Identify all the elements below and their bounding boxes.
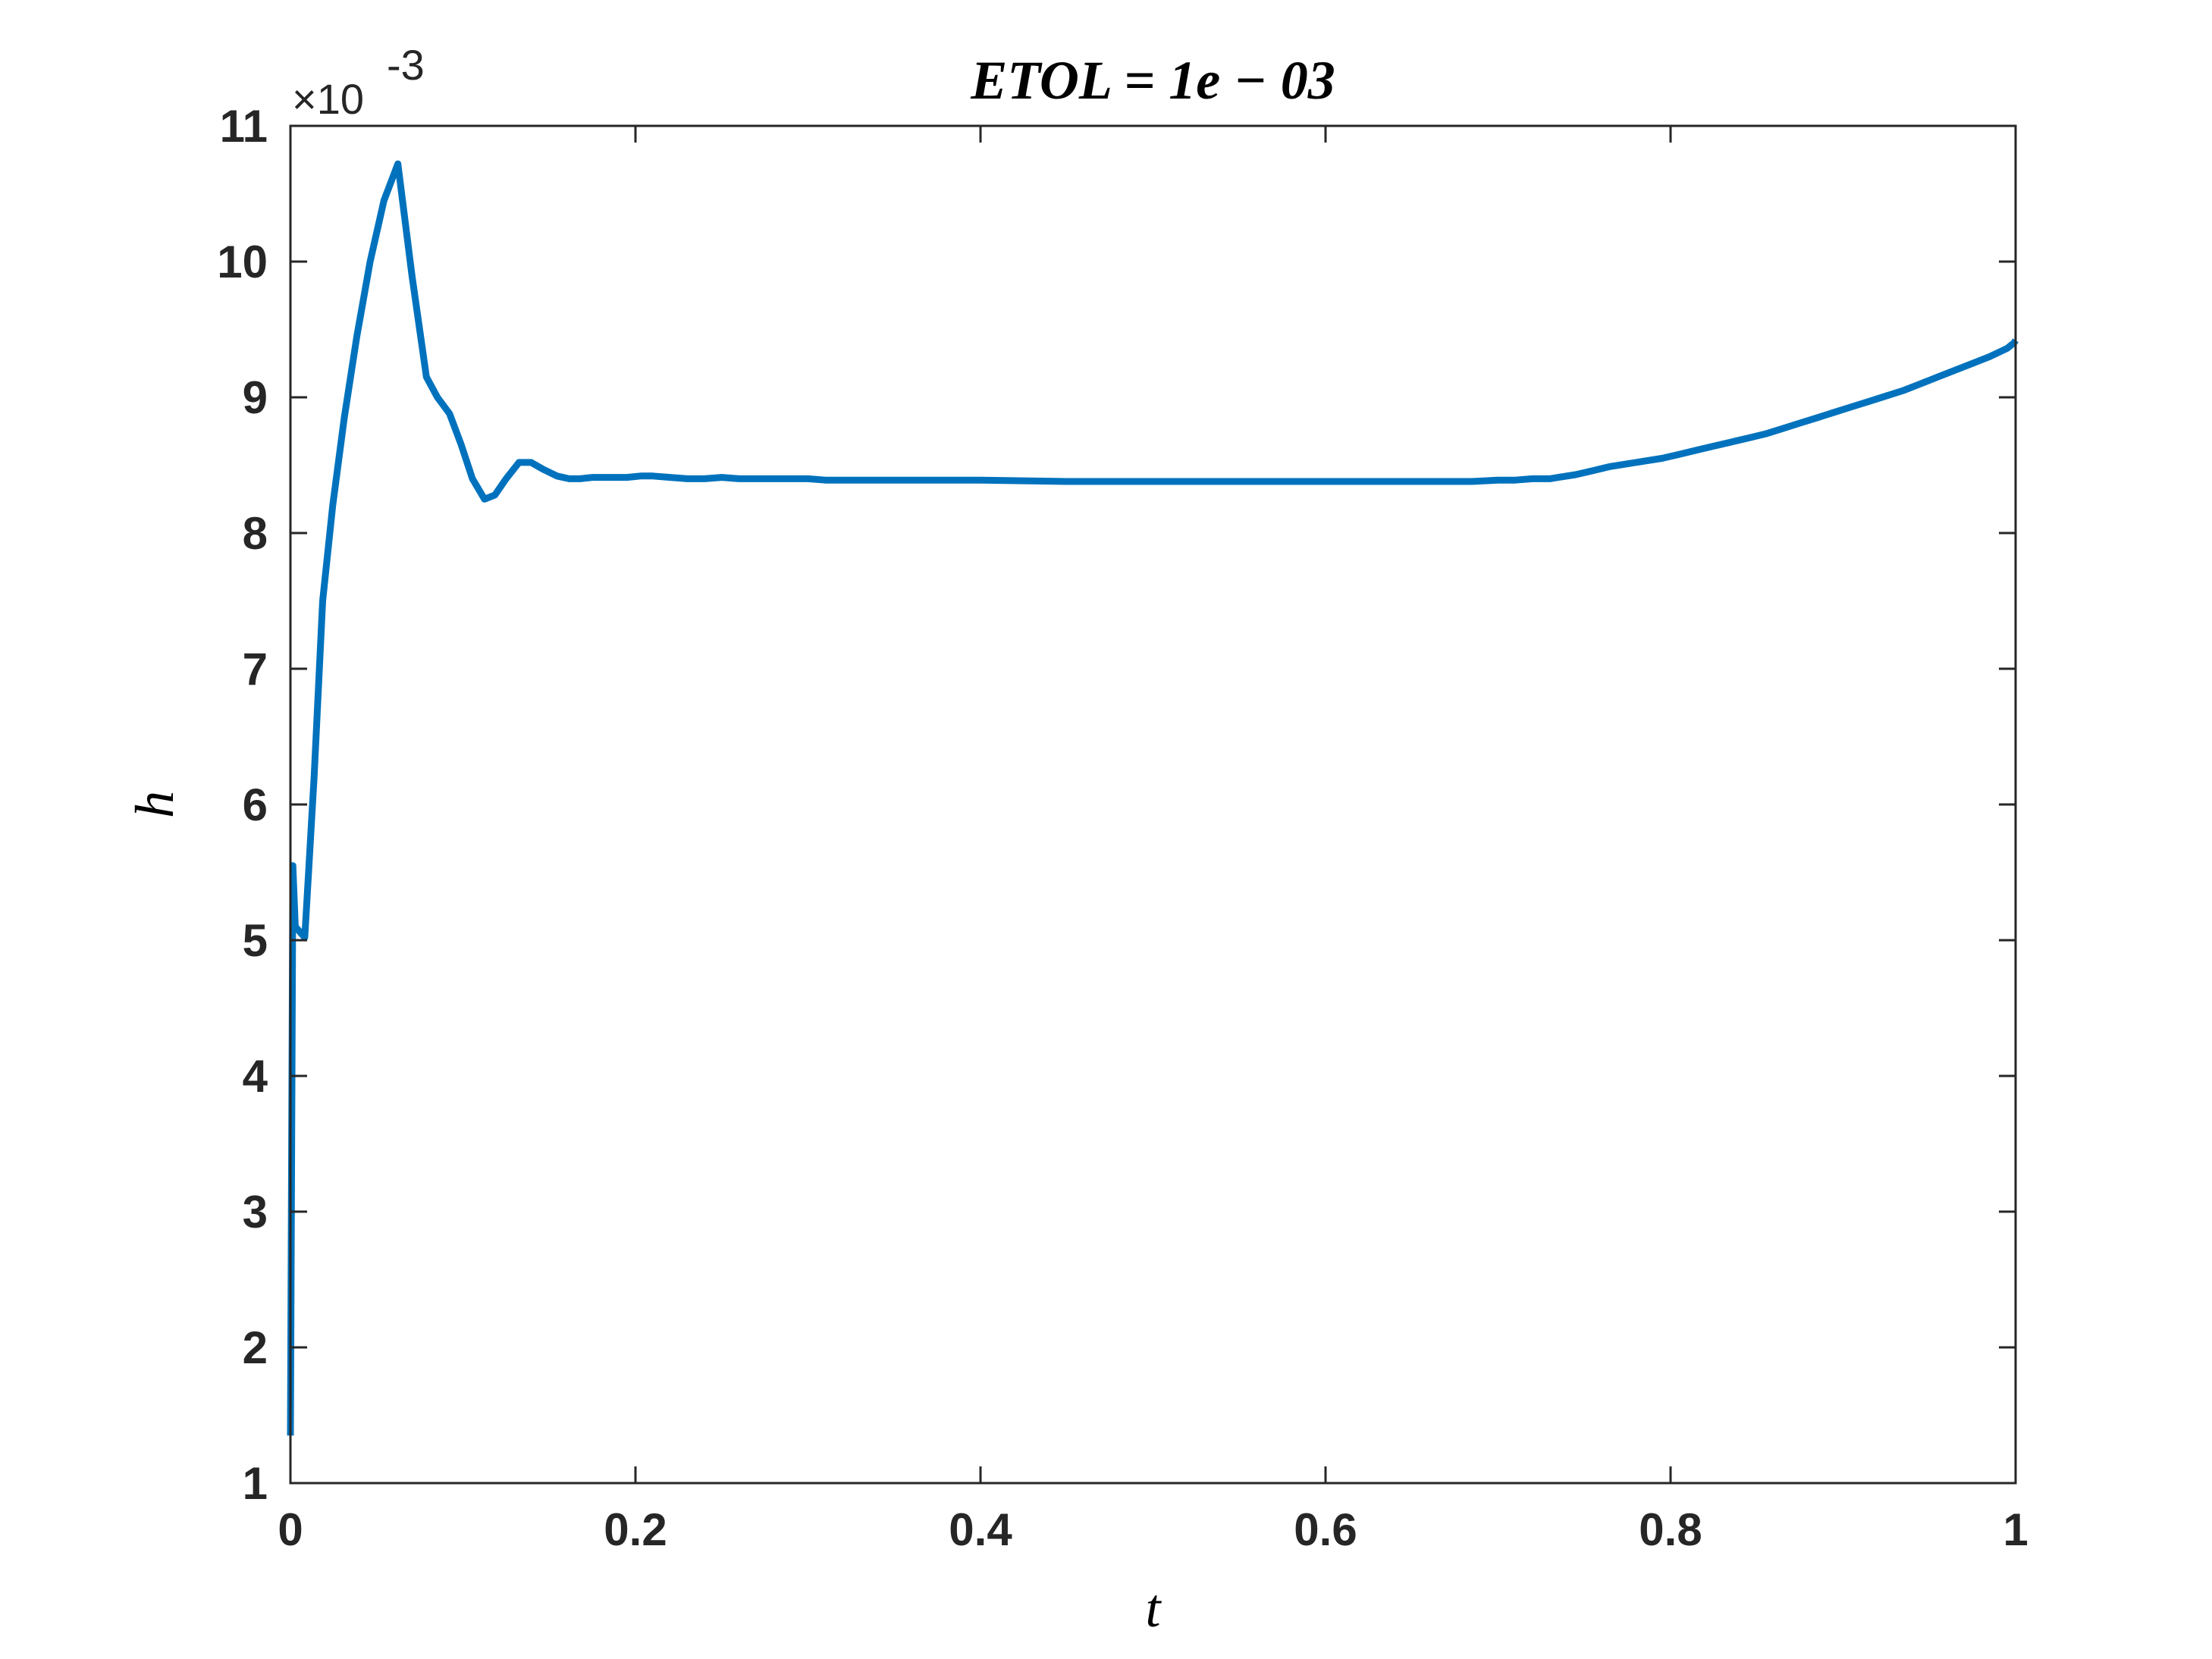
- x-tick-label: 0.2: [604, 1504, 667, 1555]
- series-layer: [287, 160, 2019, 1436]
- y-tick-label: 3: [243, 1187, 268, 1237]
- y-exponent-multiplier: ×10: [292, 75, 364, 123]
- y-tick-label: 5: [243, 915, 268, 966]
- y-tick-label: 4: [243, 1051, 268, 1102]
- y-tick-label: 7: [243, 644, 268, 695]
- x-tick-label: 0.4: [949, 1504, 1012, 1555]
- labels-layer: ETOL = 1e − 03 t h ×10 -3: [124, 41, 1335, 1639]
- y-tick-label: 9: [243, 372, 268, 423]
- x-tick-label: 1: [2003, 1504, 2028, 1555]
- x-axis-label: t: [1145, 1578, 1162, 1639]
- x-tick-label: 0.6: [1294, 1504, 1357, 1555]
- y-exponent-power: -3: [387, 41, 425, 89]
- y-tick-label: 10: [217, 237, 268, 287]
- y-tick-label: 6: [243, 779, 268, 830]
- y-tick-label: 8: [243, 508, 268, 559]
- x-tick-label: 0.8: [1639, 1504, 1702, 1555]
- x-tick-label: 0: [278, 1504, 303, 1555]
- y-tick-label: 11: [220, 101, 268, 152]
- y-tick-label: 2: [243, 1322, 268, 1373]
- y-axis-label: h: [124, 791, 185, 818]
- y-tick-label: 1: [243, 1458, 268, 1509]
- plot-area: [290, 126, 2016, 1483]
- series-line-0: [287, 160, 2019, 1436]
- chart-title: ETOL = 1e − 03: [970, 50, 1335, 111]
